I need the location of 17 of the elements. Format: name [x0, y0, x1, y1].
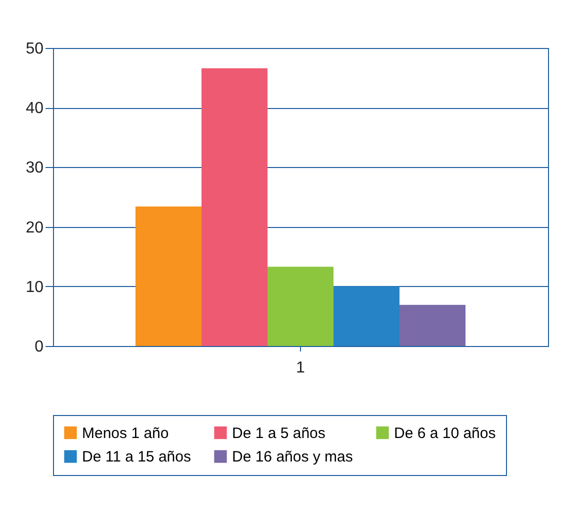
y-tick-label: 50 [26, 40, 44, 58]
legend-label: De 16 años y mas [232, 448, 353, 466]
x-tick-label: 1 [296, 360, 306, 376]
y-tick-label: 0 [34, 338, 44, 356]
y-tick-label: 20 [26, 219, 44, 236]
legend-label: De 6 a 10 años [394, 424, 496, 442]
legend-label: De 1 a 5 años [232, 424, 326, 442]
y-tick-label: 30 [26, 160, 44, 177]
y-tick-label: 40 [26, 100, 44, 118]
bar [268, 266, 334, 346]
bar [202, 68, 268, 346]
bar [334, 286, 400, 346]
y-tick-label: 10 [26, 278, 44, 296]
legend-label: Menos 1 año [82, 424, 169, 442]
bar [136, 206, 202, 346]
legend-label: De 11 a 15 años [82, 448, 191, 466]
bar [400, 304, 466, 346]
